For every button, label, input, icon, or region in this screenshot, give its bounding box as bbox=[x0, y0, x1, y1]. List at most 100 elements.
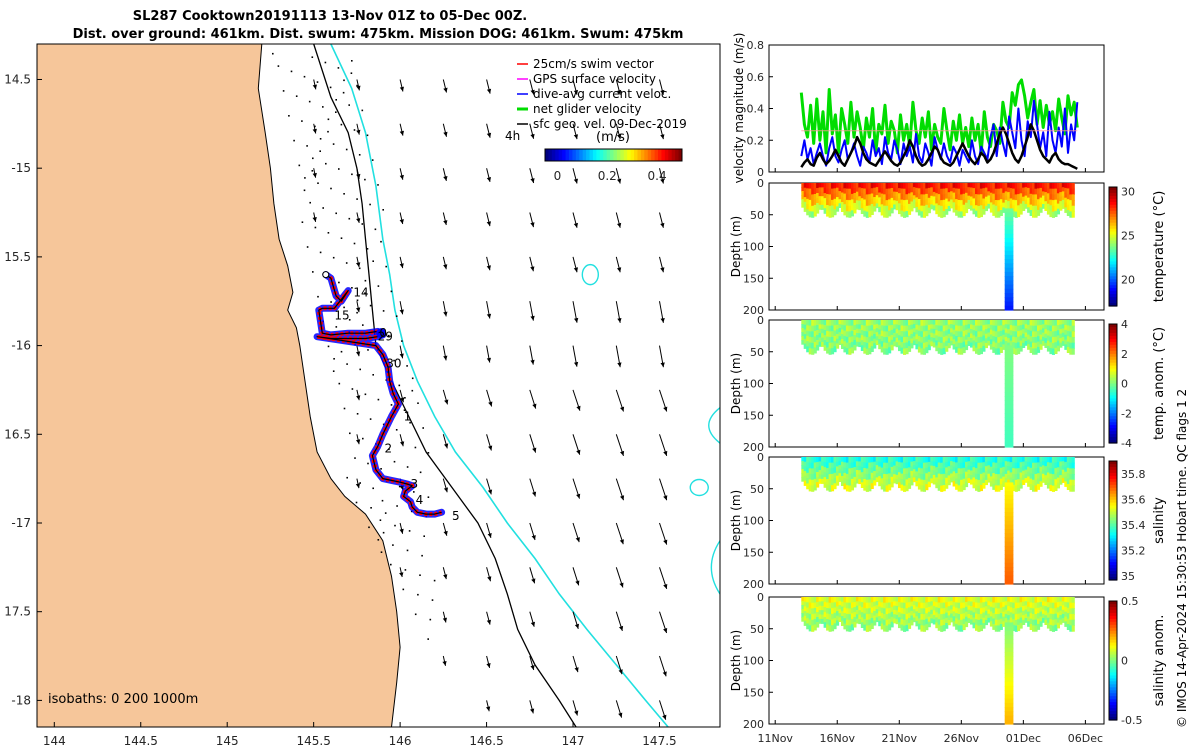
heatmap-cell bbox=[1049, 210, 1053, 218]
heatmap-cell bbox=[935, 467, 939, 473]
heatmap-cell bbox=[917, 483, 921, 490]
heatmap-cell bbox=[831, 331, 835, 338]
heatmap-cell bbox=[997, 462, 1001, 469]
heatmap-cell bbox=[890, 616, 894, 623]
heatmap-cell bbox=[947, 461, 951, 467]
reef-dot bbox=[394, 524, 396, 527]
heatmap-cell bbox=[1051, 462, 1055, 469]
heatmap-cell bbox=[979, 462, 983, 469]
heatmap-cell bbox=[803, 466, 807, 472]
heatmap-cell bbox=[1032, 183, 1036, 190]
heatmap-cell bbox=[989, 329, 993, 336]
colorbar-tick-label: 30 bbox=[1121, 185, 1135, 198]
current-vector-head bbox=[443, 87, 448, 93]
colorbar-cell bbox=[1109, 663, 1117, 668]
heatmap-cell bbox=[1012, 331, 1016, 338]
heatmap-cell bbox=[858, 183, 862, 188]
reef-dot bbox=[332, 256, 335, 259]
heatmap-cell bbox=[922, 619, 926, 627]
y-tick-label: 0 bbox=[757, 451, 764, 464]
heatmap-cell bbox=[1066, 462, 1070, 469]
heatmap-cell bbox=[895, 342, 899, 348]
heatmap-cell bbox=[865, 194, 869, 201]
heatmap-cell bbox=[898, 325, 902, 331]
heatmap-cell bbox=[1032, 614, 1036, 621]
heatmap-cell bbox=[878, 197, 882, 203]
heatmap-cell bbox=[813, 325, 817, 332]
heatmap-cell bbox=[1042, 473, 1046, 479]
heatmap-cell bbox=[816, 345, 820, 351]
current-vector-head bbox=[356, 395, 361, 401]
heatmap-cell bbox=[982, 457, 986, 463]
heatmap-cell bbox=[940, 342, 944, 350]
heatmap-cell bbox=[821, 183, 825, 188]
heatmap-cell bbox=[895, 205, 899, 211]
heatmap-cell bbox=[982, 325, 986, 331]
heatmap-cell bbox=[1071, 348, 1075, 355]
heatmap-cell bbox=[823, 320, 827, 326]
heatmap-cell bbox=[1014, 474, 1018, 481]
heatmap-cell bbox=[1059, 192, 1063, 198]
heatmap-cell bbox=[883, 474, 887, 481]
heatmap-cell bbox=[898, 203, 902, 209]
colorbar-cell bbox=[1109, 556, 1117, 560]
heatmap-cell bbox=[1049, 479, 1053, 486]
heatmap-cell bbox=[989, 597, 993, 603]
heatmap-cell bbox=[1002, 324, 1006, 331]
current-vector-head bbox=[399, 353, 404, 359]
heatmap-cell bbox=[1004, 545, 1014, 551]
heatmap-cell bbox=[979, 484, 983, 492]
heatmap-cell bbox=[813, 183, 817, 190]
heatmap-cell bbox=[957, 337, 961, 344]
heatmap-cell bbox=[970, 320, 974, 326]
heatmap-cell bbox=[975, 336, 979, 343]
heatmap-cell bbox=[836, 343, 840, 349]
colorbar-cell bbox=[568, 149, 573, 161]
heatmap-cell bbox=[823, 183, 827, 189]
heatmap-cell bbox=[848, 457, 852, 464]
heatmap-cell bbox=[893, 320, 897, 325]
x-tick-label: 144.5 bbox=[124, 734, 158, 748]
reef-dot bbox=[414, 613, 417, 616]
heatmap-cell bbox=[957, 614, 961, 621]
heatmap-cell bbox=[848, 188, 852, 195]
heatmap-cell bbox=[880, 193, 884, 200]
heatmap-cell bbox=[947, 329, 951, 335]
heatmap-cell bbox=[987, 477, 991, 483]
heatmap-cell bbox=[1019, 612, 1023, 619]
heatmap-cell bbox=[1004, 478, 1008, 483]
colorbar-cell bbox=[1109, 511, 1117, 516]
heatmap-cell bbox=[989, 197, 993, 203]
current-vector-head bbox=[400, 441, 405, 447]
heatmap-cell bbox=[855, 183, 859, 188]
heatmap-cell bbox=[937, 331, 941, 338]
reef-dot bbox=[272, 52, 274, 55]
heatmap-cell bbox=[900, 613, 904, 620]
heatmap-cell bbox=[818, 470, 822, 476]
heatmap-cell bbox=[1064, 192, 1068, 199]
heatmap-cell bbox=[922, 474, 926, 481]
heatmap-cell bbox=[848, 337, 852, 344]
heatmap-cell bbox=[1054, 624, 1058, 631]
heatmap-cell bbox=[975, 183, 979, 190]
heatmap-cell bbox=[1071, 462, 1075, 469]
colorbar-tick-label: 25 bbox=[1121, 229, 1135, 242]
heatmap-cell bbox=[1066, 210, 1070, 216]
heatmap-cell bbox=[942, 320, 946, 327]
heatmap-cell bbox=[833, 623, 837, 630]
heatmap-cell bbox=[826, 462, 830, 469]
heatmap-cell bbox=[808, 619, 812, 626]
heatmap-cell bbox=[987, 183, 991, 188]
heatmap-cell bbox=[1007, 342, 1011, 348]
heatmap-cell bbox=[823, 188, 827, 194]
heatmap-cell bbox=[853, 183, 857, 189]
heatmap-cell bbox=[1017, 608, 1021, 615]
colorbar-cell bbox=[1109, 359, 1117, 364]
heatmap-cell bbox=[965, 320, 969, 326]
heatmap-cell bbox=[811, 211, 815, 218]
heatmap-cell bbox=[860, 462, 864, 468]
heatmap-cell bbox=[917, 320, 921, 326]
heatmap-cell bbox=[813, 347, 817, 354]
heatmap-cell bbox=[992, 483, 996, 490]
colorbar-cell bbox=[579, 149, 584, 161]
